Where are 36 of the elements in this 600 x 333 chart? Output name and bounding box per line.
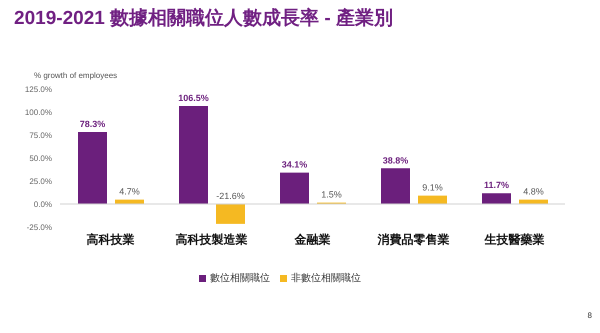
data-label: 38.8%	[382, 155, 408, 166]
bar	[418, 196, 447, 204]
bar	[78, 132, 107, 204]
y-tick-label: 100.0%	[24, 108, 52, 117]
y-tick-label: 125.0%	[24, 84, 52, 94]
data-label: 4.7%	[119, 186, 140, 197]
y-tick-label: -25.0%	[26, 222, 52, 232]
x-tick-label: 生技醫藥業	[484, 232, 544, 247]
x-tick-label: 高科技業	[86, 232, 134, 247]
y-tick-label: 75.0%	[29, 130, 52, 140]
x-tick-label: 消費品零售業	[376, 232, 450, 247]
bar	[519, 200, 548, 204]
bar	[280, 172, 309, 204]
x-tick-label: 高科技製造業	[176, 232, 248, 247]
legend-label: 非數位相關職位	[291, 273, 361, 284]
data-label: 9.1%	[422, 182, 443, 193]
bar	[216, 204, 245, 224]
bar	[482, 193, 511, 204]
y-tick-label: 0.0%	[34, 200, 52, 209]
y-tick-label: 50.0%	[29, 154, 52, 163]
text: 8	[588, 311, 592, 320]
y-axis-title: % growth of employees	[34, 71, 118, 80]
data-label: 1.5%	[321, 190, 342, 200]
x-tick-label: 金融業	[294, 232, 330, 247]
bar	[381, 168, 410, 204]
data-label: 106.5%	[178, 93, 209, 104]
data-label: 11.7%	[484, 180, 510, 190]
data-label: 34.1%	[282, 160, 308, 170]
chart-title: 2019-2021 數據相關職位人數成長率 - 產業別	[14, 6, 394, 31]
data-label: 78.3%	[80, 118, 106, 129]
data-label: -21.6%	[216, 191, 245, 201]
bar	[115, 200, 144, 204]
data-label: 4.8%	[523, 186, 544, 197]
legend-label: 數位相關職位	[210, 273, 270, 284]
y-tick-label: 25.0%	[29, 176, 52, 186]
bar	[179, 106, 208, 204]
